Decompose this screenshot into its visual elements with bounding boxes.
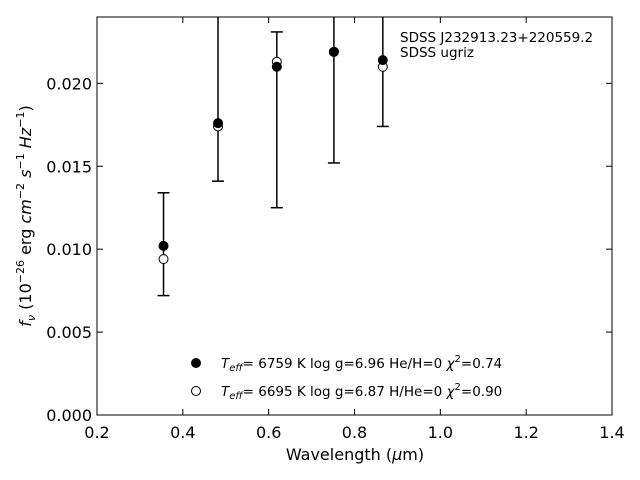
annotation-object-name: SDSS J232913.23+220559.2: [400, 30, 593, 46]
legend-marker-open: [191, 386, 201, 396]
annotation-survey: SDSS ugriz: [400, 45, 474, 61]
legend-1-logg: log g=6.96: [310, 356, 385, 372]
legend-2-teff: 6695 K: [258, 384, 307, 400]
data-markers: [158, 46, 388, 265]
plot-area: [97, 17, 612, 415]
y-tick-label: 0.010: [46, 240, 92, 259]
x-axis-label: Wavelength (μm): [286, 445, 424, 464]
legend-1-teff: 6759 K: [258, 356, 307, 372]
legend-2-logg: log g=6.87: [310, 384, 385, 400]
x-tick-label: 1.0: [428, 423, 453, 442]
filled-point: [271, 61, 282, 72]
y-tick-label: 0.020: [46, 74, 92, 93]
y-tick-label: 0.005: [46, 323, 92, 342]
legend-1-comp: He/H=0: [389, 356, 442, 372]
x-tick-label: 1.4: [599, 423, 624, 442]
y-tick-label: 0.000: [46, 406, 92, 425]
legend-marker-filled: [191, 358, 201, 368]
filled-point: [377, 55, 388, 66]
x-ticks: 0.2 0.4 0.6 0.8 1.0 1.2 1.4: [84, 17, 625, 442]
legend-1-chi: =0.74: [461, 356, 502, 372]
filled-point: [328, 46, 339, 57]
x-tick-label: 0.2: [84, 423, 109, 442]
x-tick-label: 0.8: [342, 423, 367, 442]
x-tick-label: 0.4: [170, 423, 195, 442]
x-tick-label: 1.2: [513, 423, 538, 442]
filled-point: [158, 240, 169, 251]
open-point: [158, 254, 169, 265]
y-axis-label: fν (10−26 erg cm−2 s−1 Hz−1): [14, 105, 38, 326]
y-ticks: 0.000 0.005 0.010 0.015 0.020: [46, 74, 612, 425]
legend-2-comp: H/He=0: [389, 384, 442, 400]
legend-entry-2: Teff= 6695 K log g=6.87 H/He=0 χ2=0.90: [221, 382, 502, 402]
legend-entry-1: Teff= 6759 K log g=6.96 He/H=0 χ2=0.74: [221, 354, 502, 374]
filled-point: [213, 118, 224, 129]
x-tick-label: 0.6: [256, 423, 281, 442]
y-tick-label: 0.015: [46, 157, 92, 176]
legend-2-chi: =0.90: [461, 384, 502, 400]
legend: Teff= 6759 K log g=6.96 He/H=0 χ2=0.74 T…: [191, 354, 502, 402]
